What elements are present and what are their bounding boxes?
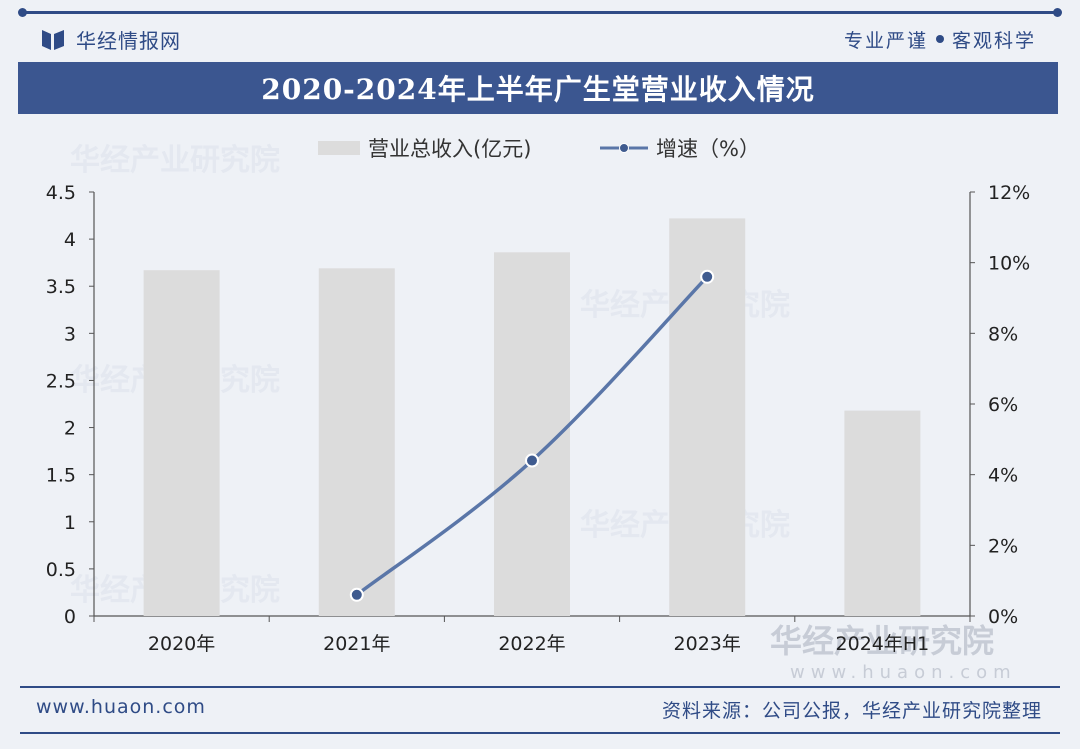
left-tick-label-3: 1.5 (46, 465, 76, 487)
chart-title: 2020-2024年上半年广生堂营业收入情况 (261, 73, 815, 106)
growth-point-0 (349, 587, 364, 602)
tagline-separator-dot (935, 35, 944, 43)
legend-line-marker (619, 143, 629, 153)
legend-bar-label: 营业总收入(亿元) (368, 137, 531, 161)
left-tick-label-0: 0 (64, 606, 76, 628)
left-tick-label-6: 3 (64, 323, 76, 345)
growth-point-1 (525, 453, 539, 468)
growth-point-2 (700, 269, 715, 284)
left-tick-label-7: 3.5 (46, 276, 76, 298)
watermark-large: 华经产业研究院 (770, 622, 994, 660)
combo-chart: 华经产业研究院华经产业研究院华经产业研究院华经产业研究院华经产业研究院华经产业研… (46, 137, 1030, 683)
top-rule (18, 8, 1062, 17)
bar-4 (844, 410, 921, 616)
brand: 华经情报网 (40, 24, 181, 54)
right-tick-label-1: 2% (988, 535, 1018, 557)
footer: www.huaon.com 资料来源：公司公报，华经产业研究院整理 (20, 686, 1060, 732)
tagline-left: 专业严谨 (843, 29, 928, 52)
right-tick-label-3: 6% (988, 394, 1018, 416)
bar-1 (318, 268, 395, 616)
right-tick-label-5: 10% (988, 253, 1030, 275)
right-tick-label-4: 8% (988, 323, 1018, 345)
x-tick-label-2: 2022年 (498, 633, 565, 655)
left-tick-label-5: 2.5 (46, 370, 76, 392)
left-tick-label-2: 1 (64, 512, 76, 534)
legend-line-label: 增速（%） (656, 137, 760, 161)
left-tick-label-1: 0.5 (46, 559, 76, 581)
x-tick-label-4: 2024年H1 (836, 633, 930, 655)
x-tick-label-0: 2020年 (148, 633, 215, 655)
tagline: 专业严谨 客观科学 (844, 24, 1036, 54)
brand-name: 华经情报网 (76, 28, 181, 53)
top-rule-left-dot (18, 8, 27, 17)
right-tick-label-0: 0% (988, 606, 1018, 628)
x-tick-label-3: 2023年 (674, 633, 741, 655)
watermark-text-0: 华经产业研究院 (70, 143, 280, 178)
right-tick-label-6: 12% (988, 182, 1030, 204)
bar-3 (669, 218, 746, 616)
left-tick-label-4: 2 (64, 418, 76, 440)
right-tick-label-2: 4% (988, 465, 1018, 487)
tagline-right: 客观科学 (951, 29, 1036, 52)
brand-logo-icon (42, 30, 64, 50)
watermark-url: www.huaon.com (790, 662, 1017, 680)
bar-0 (143, 270, 220, 616)
chart-area: 华经产业研究院华经产业研究院华经产业研究院华经产业研究院华经产业研究院华经产业研… (0, 120, 1080, 683)
left-tick-label-9: 4.5 (46, 182, 76, 204)
footer-url: www.huaon.com (36, 696, 206, 718)
top-rule-right-dot (1053, 8, 1062, 17)
legend-bar-swatch (318, 141, 360, 155)
title-bar: 2020-2024年上半年广生堂营业收入情况 (18, 62, 1058, 114)
x-tick-label-1: 2021年 (323, 633, 390, 655)
left-tick-label-8: 4 (64, 229, 76, 251)
footer-source: 资料来源：公司公报，华经产业研究院整理 (661, 700, 1042, 722)
bottom-rule (20, 732, 1060, 734)
